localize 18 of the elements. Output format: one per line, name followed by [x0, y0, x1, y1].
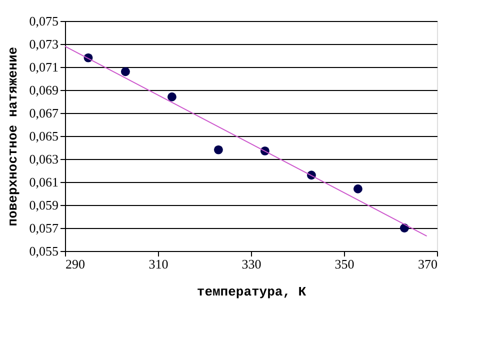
y-tick-label: 0,065 [29, 128, 58, 144]
x-tick-label: 310 [148, 256, 168, 272]
y-tick-label: 0,071 [29, 60, 58, 74]
y-tick-label: 0,063 [29, 152, 58, 166]
x-tick-label: 350 [334, 256, 354, 272]
y-tick-label: 0,057 [29, 220, 59, 236]
y-tick-label: 0,059 [29, 198, 58, 212]
x-axis-title: температура, К [196, 284, 306, 300]
y-tick-label: 0,069 [29, 82, 58, 98]
y-tick-label: 0,067 [29, 106, 59, 120]
y-axis-title: поверхностное натяжение [5, 46, 20, 226]
y-tick-label: 0,055 [29, 244, 58, 258]
x-tick-label: 330 [242, 256, 262, 272]
y-tick-label: 0,073 [29, 36, 58, 52]
x-tick-label: 290 [66, 256, 85, 272]
y-tick-label: 0,075 [29, 14, 58, 28]
x-tick-label: 370 [418, 256, 438, 272]
y-tick-label: 0,061 [29, 174, 58, 190]
